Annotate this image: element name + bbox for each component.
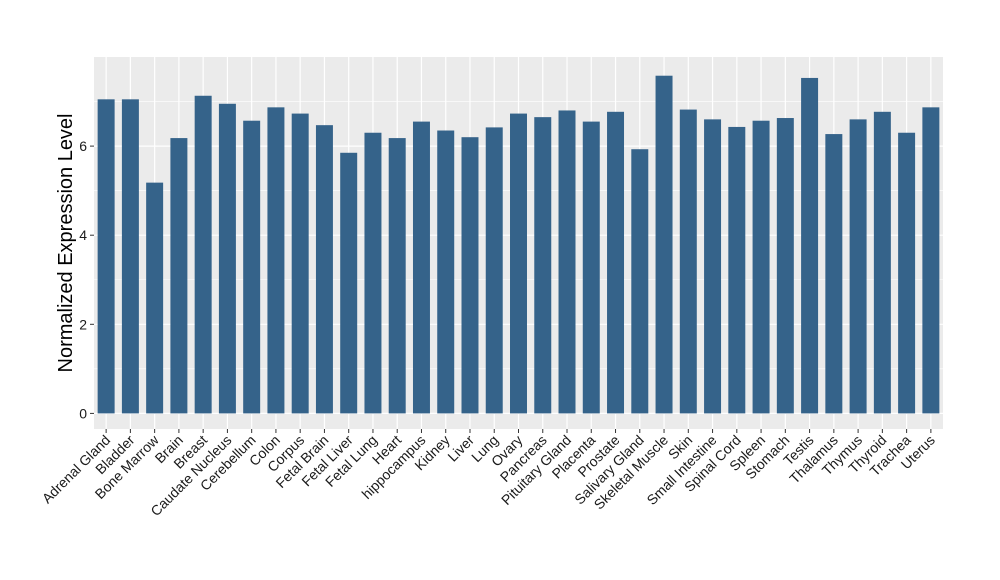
y-tick-label: 0 [79, 405, 87, 421]
y-tick-label: 4 [79, 227, 87, 243]
bar [315, 125, 333, 414]
bar [97, 99, 115, 414]
bar [218, 103, 236, 414]
bar [607, 111, 625, 414]
bar [825, 134, 843, 414]
bar [146, 182, 164, 414]
bar [922, 107, 940, 414]
bar [267, 107, 285, 414]
y-axis-title: Normalized Expression Level [55, 113, 77, 372]
bar [121, 99, 139, 414]
bar [364, 132, 382, 414]
bar [291, 113, 309, 414]
bar [388, 138, 406, 414]
bar [461, 137, 479, 414]
bars [97, 75, 940, 414]
bar [898, 132, 916, 414]
bar [849, 119, 867, 414]
bar [485, 127, 503, 414]
bar [194, 95, 212, 414]
y-tick-label: 6 [79, 138, 87, 154]
bar [752, 120, 770, 414]
bar [437, 130, 455, 414]
bar [340, 152, 358, 414]
bar [873, 111, 891, 414]
bar [704, 119, 722, 414]
bar [801, 77, 819, 414]
bar [582, 121, 600, 414]
bar [510, 113, 527, 414]
bar [170, 138, 188, 414]
bar [243, 120, 261, 414]
bar [776, 118, 794, 414]
bar [655, 75, 673, 414]
bar [631, 149, 649, 414]
bar [534, 117, 552, 414]
bar [728, 126, 746, 414]
y-axis: 0 2 4 6 [79, 138, 94, 421]
bar [412, 121, 430, 414]
y-tick-label: 2 [79, 316, 87, 332]
bar [558, 110, 576, 414]
bar [679, 109, 697, 414]
